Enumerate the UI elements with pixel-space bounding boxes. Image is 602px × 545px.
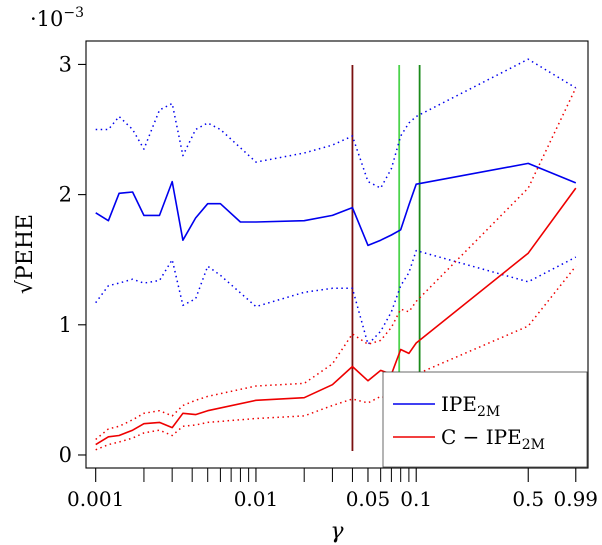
x-axis-label: γ (330, 519, 344, 544)
y-tick-label-1: 1 (59, 313, 72, 337)
x-tick-label-2: 0.05 (346, 487, 391, 511)
y-tick-label-2: 2 (59, 183, 72, 207)
x-tick-label-4: 0.5 (512, 487, 544, 511)
x-tick-label-0: 0.001 (67, 487, 124, 511)
y-tick-label-3: 3 (59, 52, 72, 76)
plot-frame (85, 40, 589, 469)
y-axis-label: √PEHE (13, 214, 38, 294)
series-line-2 (95, 249, 577, 346)
legend (382, 371, 588, 468)
series-line-3 (95, 187, 577, 446)
legend-label-1: C − IPE2M (441, 425, 545, 453)
x-tick-label-3: 0.1 (400, 487, 432, 511)
series-line-1 (95, 58, 577, 189)
legend-label-0: IPE2M (441, 392, 500, 420)
x-tick-label-1: 0.01 (234, 487, 279, 511)
series-line-0 (95, 162, 577, 247)
y-tick-label-0: 0 (59, 443, 72, 467)
y-multiplier: ·10−3 (30, 5, 84, 31)
x-tick-label-5: 0.99 (554, 487, 599, 511)
